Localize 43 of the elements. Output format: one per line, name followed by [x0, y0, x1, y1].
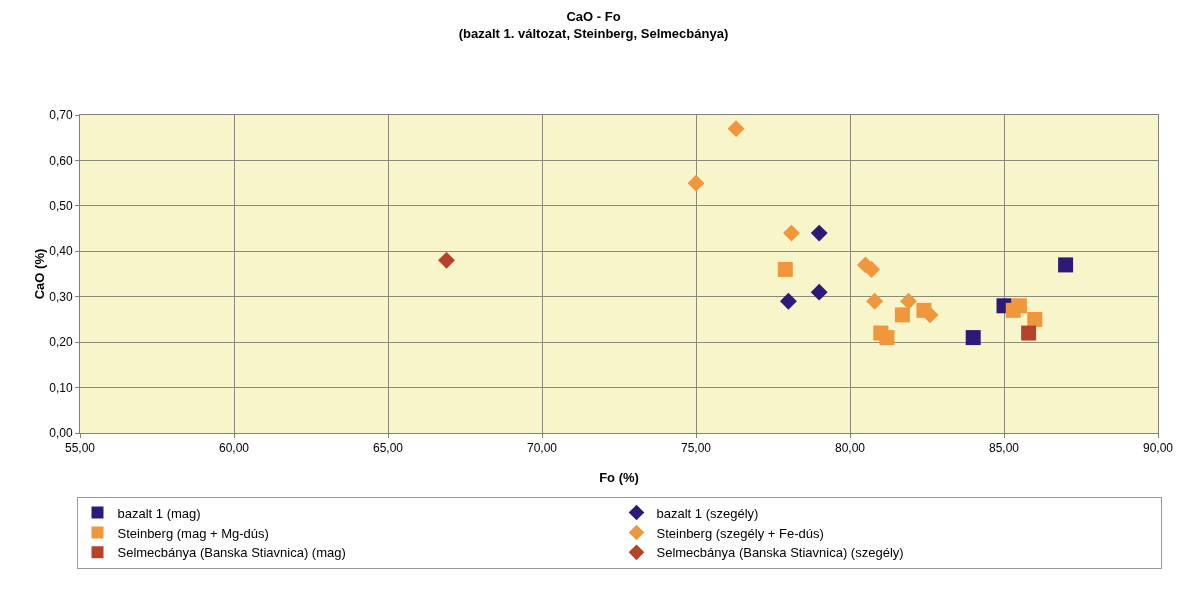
legend-label: bazalt 1 (szegély): [656, 505, 759, 521]
legend-label: Selmecbánya (Banska Stiavnica) (mag): [117, 545, 346, 561]
legend-label: Steinberg (mag + Mg-dús): [117, 525, 269, 541]
point: [879, 330, 895, 346]
y-tick-label: 0,70: [49, 108, 73, 123]
point: [779, 292, 797, 310]
legend-label: Selmecbánya (Banska Stiavnica) (szegély): [656, 545, 904, 561]
x-tick-label: 85,00: [988, 441, 1020, 456]
point: [438, 251, 455, 269]
x-tick-label: 60,00: [218, 441, 250, 456]
point: [894, 307, 910, 323]
x-tick-label: 75,00: [680, 441, 712, 456]
point: [900, 292, 917, 310]
y-tick-label: 0,30: [49, 289, 73, 304]
point: [1027, 311, 1043, 327]
point: [810, 283, 828, 301]
x-tick-label: 55,00: [64, 441, 96, 456]
point: [866, 292, 884, 310]
chart-title: CaO - Fo: [566, 9, 621, 25]
y-tick-label: 0,40: [49, 244, 73, 259]
legend-label: bazalt 1 (mag): [117, 505, 201, 521]
point: [1021, 325, 1037, 341]
y-tick-label: 0,10: [49, 380, 73, 395]
point: [777, 261, 793, 277]
x-tick-label: 70,00: [526, 441, 558, 456]
legend-label: Steinberg (szegély + Fe-dús): [656, 525, 824, 541]
y-tick-label: 0,00: [49, 426, 73, 441]
point: [1011, 298, 1027, 314]
x-tick-label: 65,00: [372, 441, 404, 456]
x-tick-label: 80,00: [834, 441, 866, 456]
y-tick-label: 0,20: [49, 335, 73, 350]
y-axis-title: CaO (%): [32, 248, 47, 300]
y-tick-label: 0,50: [49, 199, 73, 214]
point: [1058, 257, 1074, 273]
point: [687, 174, 705, 192]
point: [810, 224, 828, 242]
x-tick-label: 90,00: [1142, 441, 1174, 456]
y-tick-label: 0,60: [49, 153, 73, 168]
point: [783, 224, 800, 242]
point: [965, 330, 981, 346]
chart-subtitle: (bazalt 1. változat, Steinberg, Selmecbánya): [458, 26, 729, 42]
x-axis-title: Fo (%): [599, 470, 639, 485]
point: [727, 120, 745, 138]
